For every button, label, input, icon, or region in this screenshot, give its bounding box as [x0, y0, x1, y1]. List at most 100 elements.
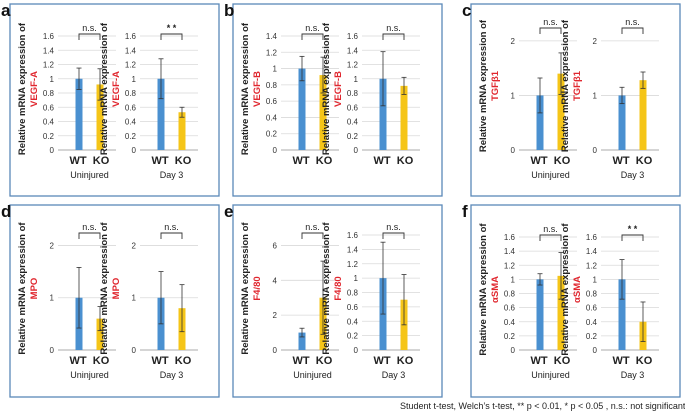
y-axis-label: Relative mRNA expression of — [560, 223, 571, 356]
y-tick-label: 0.6 — [347, 103, 359, 112]
y-tick-label: 0.2 — [586, 332, 598, 341]
y-tick-label: 0 — [132, 346, 137, 355]
y-tick-label: 0.2 — [43, 132, 55, 141]
y-tick-label: 1 — [50, 75, 55, 84]
y-tick-label: 0.6 — [347, 303, 359, 312]
chart-d-left: 0 1 2 n.s. WT KO Uninjured Relative mRNA expres… — [17, 222, 116, 380]
y-tick-label: 0.6 — [266, 97, 278, 106]
y-tick-label: 0.8 — [586, 290, 598, 299]
y-tick-label: 1.4 — [43, 46, 55, 55]
significance-bracket — [301, 33, 324, 40]
y-tick-label: 0.8 — [504, 290, 516, 299]
y-tick-label: 2 — [511, 37, 516, 46]
y-tick-label: 1.4 — [125, 46, 137, 55]
significance-label: n.s. — [386, 222, 401, 232]
y-tick-label: 1 — [354, 274, 359, 283]
chart-c-left: 0 1 2 n.s. WT KO Uninjured Relative mRNA expres… — [478, 17, 577, 180]
error-bar-ko — [401, 274, 407, 326]
significance-label: n.s. — [164, 222, 179, 232]
category-label-ko: KO — [93, 155, 110, 167]
condition-label: Uninjured — [70, 170, 109, 180]
significance-bracket — [382, 33, 405, 40]
error-bar-ko — [320, 260, 326, 335]
y-axis-label: Relative mRNA expression of — [17, 22, 28, 155]
y-tick-label: 0 — [354, 146, 359, 155]
bar-wt — [379, 78, 387, 150]
y-axis-gene-label: MPO — [111, 278, 122, 300]
y-tick-label: 1.4 — [266, 32, 278, 41]
y-axis-gene-label: VEGF-B — [333, 71, 344, 107]
y-tick-label: 2 — [132, 241, 137, 250]
panel-f-label: f — [462, 202, 468, 221]
category-label-ko: KO — [554, 155, 571, 167]
y-tick-label: 1.6 — [347, 231, 359, 240]
category-label-wt: WT — [373, 155, 390, 167]
chart-e-left: 0 2 4 6 n.s. WT KO Uninjured Relative mRNA expre… — [240, 222, 339, 380]
y-axis-label: Relative mRNA expression of — [321, 222, 332, 355]
bar-ko — [96, 318, 104, 350]
significance-label: * * — [167, 23, 177, 33]
y-axis-gene-label: TGFβ1 — [572, 70, 583, 101]
y-tick-label: 0.4 — [266, 113, 278, 122]
y-tick-label: 1 — [132, 294, 137, 303]
category-label-ko: KO — [175, 155, 192, 167]
error-bar-ko — [179, 284, 185, 333]
y-tick-label: 1 — [273, 65, 278, 74]
significance-label: n.s. — [82, 222, 97, 232]
bar-wt — [298, 68, 306, 150]
category-label-ko: KO — [316, 355, 333, 367]
y-tick-label: 0 — [511, 146, 516, 155]
y-tick-label: 1.6 — [347, 32, 359, 41]
condition-label: Uninjured — [531, 370, 570, 380]
category-label-wt: WT — [292, 155, 309, 167]
y-tick-label: 0.2 — [347, 132, 359, 141]
chart-b-right: 0 0.2 0.4 0.6 0.8 1 1.2 1.4 1.6 n.s. WT KO Relative … — [321, 22, 420, 167]
bar-wt — [536, 95, 544, 150]
y-tick-label: 1.6 — [43, 32, 55, 41]
significance-bracket — [160, 33, 183, 40]
condition-label: Day 3 — [621, 170, 645, 180]
y-tick-label: 1 — [511, 275, 516, 284]
y-tick-label: 1 — [593, 275, 598, 284]
y-tick-label: 1.4 — [504, 247, 516, 256]
error-bar-ko — [320, 56, 326, 94]
error-bar-ko — [640, 71, 646, 89]
error-bar-wt — [299, 327, 305, 338]
category-label-wt: WT — [530, 355, 547, 367]
condition-label: Day 3 — [160, 170, 184, 180]
y-tick-label: 6 — [273, 241, 278, 250]
bar-wt — [536, 279, 544, 350]
condition-label: Uninjured — [531, 170, 570, 180]
bar-wt — [618, 279, 626, 350]
y-tick-label: 0.4 — [347, 118, 359, 127]
significance-label: n.s. — [82, 23, 97, 33]
y-tick-label: 0 — [354, 346, 359, 355]
chart-a-right: 0 0.2 0.4 0.6 0.8 1 1.2 1.4 1.6 * * WT KO Day 3 Relat… — [99, 22, 198, 180]
y-tick-label: 1 — [132, 75, 137, 84]
error-bar-ko — [97, 68, 103, 101]
error-bar-ko — [558, 252, 564, 300]
y-axis-label: Relative mRNA expression of — [240, 22, 251, 155]
panel-c-label: c — [462, 1, 471, 20]
y-axis-label: Relative mRNA expression of — [99, 222, 110, 355]
y-tick-label: 0.8 — [125, 89, 137, 98]
chart-f-left: 0 0.2 0.4 0.6 0.8 1 1.2 1.4 1.6 n.s. WT KO Uninjured… — [478, 223, 577, 380]
y-tick-label: 1.2 — [125, 61, 137, 70]
y-tick-label: 0 — [50, 346, 55, 355]
error-bar-wt — [158, 58, 164, 100]
category-label-wt: WT — [530, 155, 547, 167]
y-tick-label: 0.2 — [125, 132, 137, 141]
y-tick-label: 1.2 — [347, 260, 359, 269]
category-label-wt: WT — [292, 355, 309, 367]
y-tick-label: 0.4 — [504, 318, 516, 327]
y-tick-label: 0 — [593, 146, 598, 155]
condition-label: Day 3 — [382, 370, 406, 380]
error-bar-wt — [537, 77, 543, 114]
error-bar-wt — [76, 67, 82, 90]
significance-bracket — [78, 232, 101, 239]
y-tick-label: 1.2 — [586, 261, 598, 270]
y-tick-label: 0.8 — [266, 81, 278, 90]
y-tick-label: 0.6 — [43, 103, 55, 112]
bar-wt — [298, 332, 306, 350]
